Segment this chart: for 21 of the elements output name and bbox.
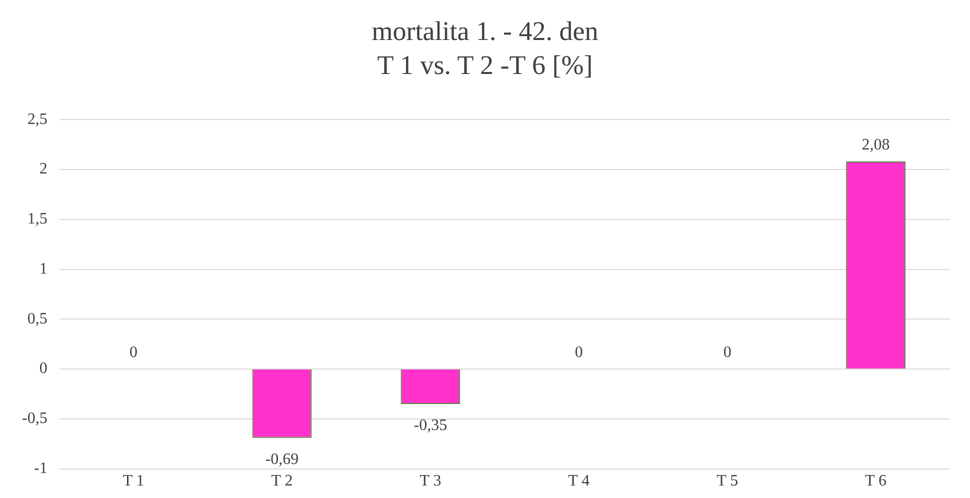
x-tick-label: T 2 (271, 472, 293, 490)
y-tick-label: 1,5 (27, 210, 48, 228)
x-tick-label: T 6 (865, 472, 887, 490)
data-label: 0 (130, 344, 138, 362)
x-tick-label: T 5 (716, 472, 738, 490)
data-label: -0,35 (414, 417, 448, 434)
y-tick-label: 2,5 (27, 110, 48, 128)
y-tick-label: -1 (34, 460, 48, 478)
data-label: -0,69 (265, 451, 299, 468)
y-tick-label: 0,5 (27, 310, 48, 328)
x-tick-label: T 3 (420, 472, 442, 490)
chart-title: mortalita 1. - 42. den T 1 vs. T 2 -T 6 [%] (370, 15, 600, 82)
x-tick-label: T 1 (122, 472, 144, 490)
data-label: 0 (723, 344, 732, 362)
y-tick-label: 2 (39, 160, 48, 178)
x-tick-label: T 4 (568, 472, 590, 490)
y-tick-label: 1 (39, 260, 48, 278)
data-label: 0 (574, 344, 583, 362)
y-tick-label: 0 (39, 360, 48, 378)
data-label: 2,08 (862, 136, 890, 154)
y-tick-label: -0,5 (22, 410, 48, 428)
